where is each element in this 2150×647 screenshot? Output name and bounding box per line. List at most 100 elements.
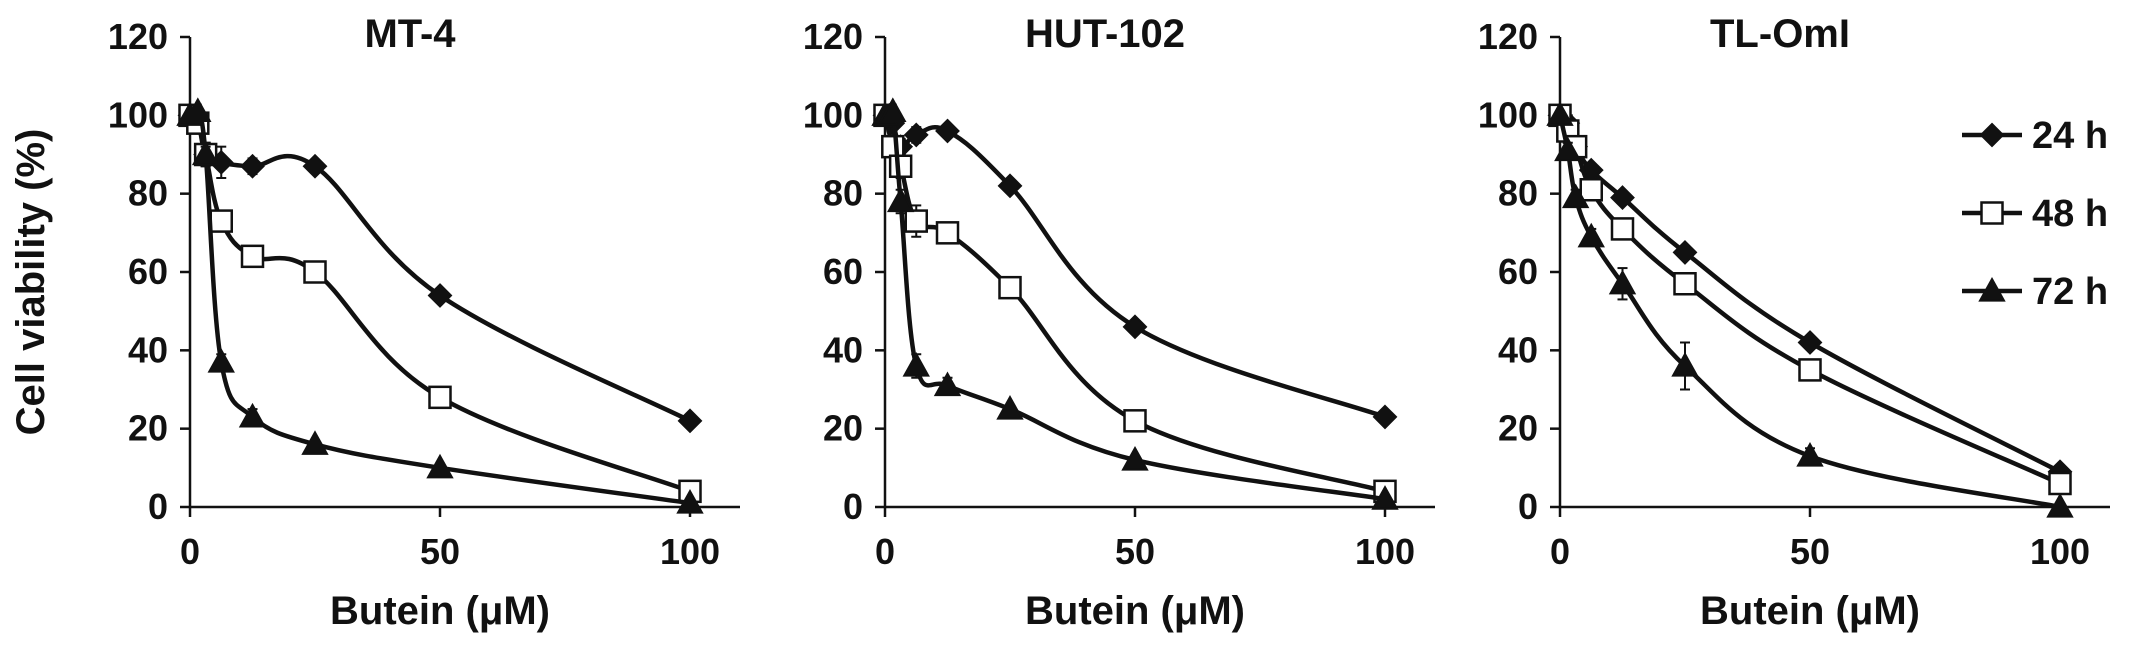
data-point [209, 209, 233, 233]
data-point [677, 408, 703, 434]
data-point [902, 351, 930, 377]
y-tick-label: 80 [1498, 173, 1538, 214]
x-tick-label: 100 [2030, 531, 2090, 572]
y-tick-label: 0 [1518, 486, 1538, 527]
y-axis-label: Cell viability (%) [9, 129, 53, 436]
x-axis-label: Butein (μM) [1700, 589, 1920, 633]
chart-title: MT-4 [364, 12, 456, 56]
series-48-h [1548, 103, 2072, 496]
data-point [191, 140, 220, 166]
legend: 24 h 48 h 72 h [1962, 115, 2108, 313]
data-point [1561, 183, 1590, 209]
data-point [1579, 178, 1603, 202]
y-tick-label: 0 [843, 486, 863, 527]
legend-marker [1980, 201, 2004, 225]
data-point [676, 489, 704, 514]
y-tick-label: 120 [108, 16, 168, 57]
data-point [302, 153, 328, 179]
y-tick-label: 120 [1478, 16, 1538, 57]
data-point [240, 153, 265, 179]
data-point [1121, 445, 1149, 471]
series-72-h [1546, 101, 2074, 518]
data-point [1797, 330, 1823, 355]
data-point [426, 453, 454, 479]
y-tick-label: 20 [128, 408, 168, 449]
y-tick-label: 60 [1498, 251, 1538, 292]
data-point [1371, 485, 1399, 510]
data-point [1610, 217, 1635, 241]
y-tick-label: 40 [1498, 329, 1538, 370]
data-point [935, 221, 960, 245]
y-tick-label: 100 [1478, 94, 1538, 135]
panel-mt-4: 0 20 40 60 80 100 120 0 50 100 MT-4 Butein (μM) Cell… [9, 12, 740, 633]
series-line [883, 113, 1386, 420]
data-point [2048, 471, 2072, 496]
data-point [184, 97, 212, 123]
data-point [998, 275, 1022, 300]
data-point [2046, 492, 2074, 518]
data-point [240, 244, 265, 269]
panel-hut-102: 0 20 40 60 80 100 120 0 50 100 HUT-102 Butein (μM) [803, 12, 1435, 633]
x-tick-label: 0 [1550, 531, 1570, 572]
data-point [997, 173, 1023, 199]
x-tick-label: 0 [875, 531, 895, 572]
legend-item-48-h: 48 h [1962, 193, 2108, 235]
series-72-h [176, 97, 704, 514]
data-point [1671, 351, 1699, 377]
y-tick-label: 120 [803, 16, 863, 57]
x-axis-label: Butein (μM) [330, 589, 550, 633]
y-tick-label: 40 [823, 329, 863, 370]
panel-tl-oml: 0 20 40 60 80 100 120 0 50 100 TL-OmI Butein (μM) [1478, 12, 2110, 633]
legend-label: 24 h [2032, 115, 2108, 157]
series-24-h [177, 102, 703, 434]
y-tick-label: 20 [1498, 408, 1538, 449]
data-point [1672, 240, 1698, 265]
data-point [879, 97, 907, 123]
data-point [1123, 409, 1147, 433]
chart-title: HUT-102 [1025, 12, 1185, 56]
data-point [301, 430, 329, 455]
data-point [428, 385, 452, 410]
y-tick-label: 20 [823, 408, 863, 449]
y-tick-label: 80 [128, 173, 168, 214]
series-line [188, 112, 692, 423]
data-point [238, 402, 267, 428]
series-72-h [871, 97, 1399, 510]
series-line [882, 114, 1386, 494]
legend-item-72-h: 72 h [1962, 271, 2108, 313]
x-tick-label: 100 [660, 531, 720, 572]
legend-item-24-h: 24 h [1962, 115, 2108, 157]
x-tick-label: 50 [1115, 531, 1155, 572]
data-point [427, 283, 453, 308]
y-tick-label: 100 [108, 94, 168, 135]
data-point [888, 154, 913, 178]
series-24-h [872, 102, 1398, 430]
data-point [303, 260, 327, 284]
data-point [1372, 404, 1398, 430]
chart-title: TL-OmI [1710, 12, 1850, 56]
data-point [886, 187, 915, 213]
data-point [207, 348, 235, 373]
data-point [1796, 442, 1824, 467]
data-point [933, 371, 962, 397]
data-point [904, 209, 928, 233]
data-point [903, 122, 929, 148]
data-point [1122, 314, 1148, 340]
x-axis-label: Butein (μM) [1025, 589, 1245, 633]
series-line [883, 103, 1386, 502]
y-tick-label: 0 [148, 486, 168, 527]
data-point [1673, 272, 1697, 296]
data-point [1608, 269, 1637, 295]
y-tick-label: 60 [128, 251, 168, 292]
y-tick-label: 100 [803, 94, 863, 135]
data-point [1546, 101, 1574, 126]
x-tick-label: 50 [420, 531, 460, 572]
data-point [881, 134, 905, 159]
legend-label: 48 h [2032, 193, 2108, 235]
data-point [935, 118, 960, 144]
x-tick-label: 100 [1355, 531, 1415, 572]
data-point [1554, 136, 1582, 162]
legend-marker [1979, 122, 2005, 148]
y-tick-label: 40 [128, 329, 168, 370]
x-tick-label: 50 [1790, 531, 1830, 572]
